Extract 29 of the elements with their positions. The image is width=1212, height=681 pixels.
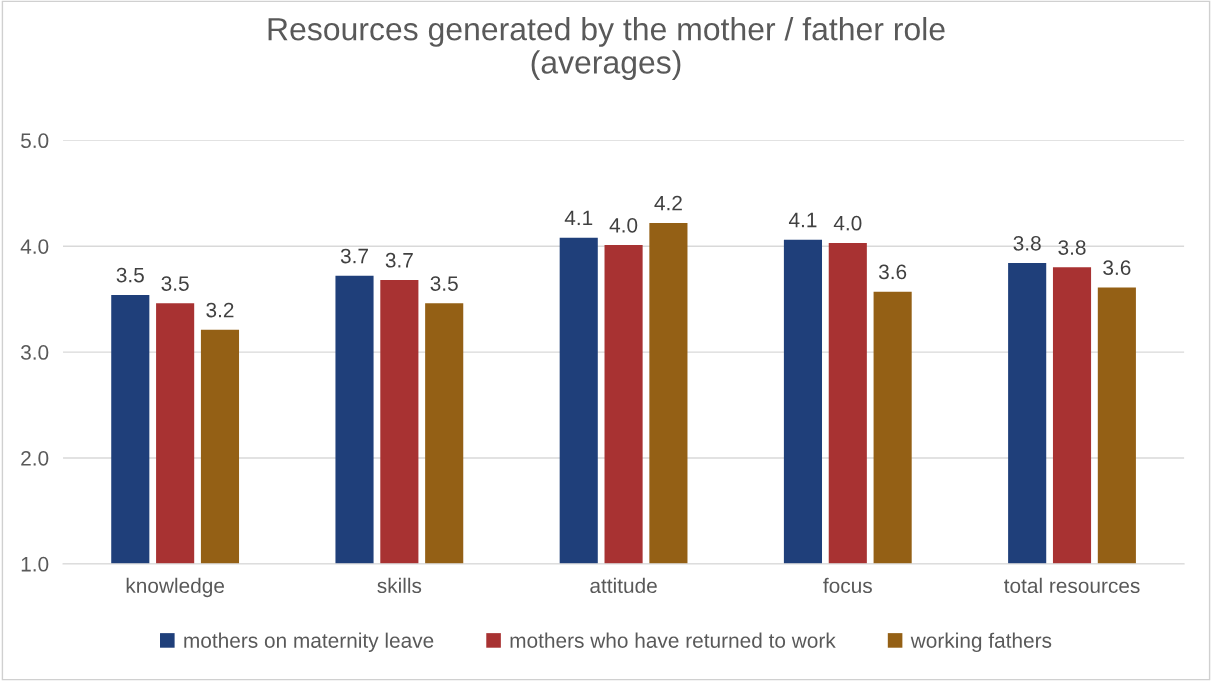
y-tick-label: 1.0 [21,556,49,572]
data-label: 3.6 [1103,260,1131,276]
data-label: 4.2 [654,195,682,211]
y-tick-label: 2.0 [21,450,49,466]
data-label: 3.8 [1058,240,1086,255]
data-label: 3.7 [385,252,413,268]
y-tick-label: 3.0 [20,345,49,360]
legend-label: working fathers [910,632,1052,653]
x-tick-label: total resources [1004,577,1140,594]
x-tick-label: attitude [590,577,657,594]
data-label: 3.8 [1013,235,1041,251]
y-tick-label: 4.0 [20,239,49,254]
data-label: 3.7 [340,248,368,264]
data-label: 4.0 [609,217,638,233]
chart-title: Resources generated by the mother / father role (averages) [268,17,945,81]
data-label: 4.1 [564,210,593,226]
data-label: 3.5 [116,267,144,283]
data-label: 3.2 [206,302,234,318]
data-label: 4.0 [833,215,862,231]
x-tick-label: skills [377,577,422,594]
x-tick-label: knowledge [126,577,225,598]
data-label: 3.6 [878,264,907,280]
data-label: 3.5 [430,276,458,291]
data-label: 3.5 [161,276,189,291]
data-label: 4.1 [788,212,817,228]
x-tick-label: focus [823,577,872,594]
y-tick-label: 5.0 [21,133,49,149]
legend-label: mothers on maternity leave [184,632,434,653]
legend-label: mothers who have returned to work [510,632,836,648]
